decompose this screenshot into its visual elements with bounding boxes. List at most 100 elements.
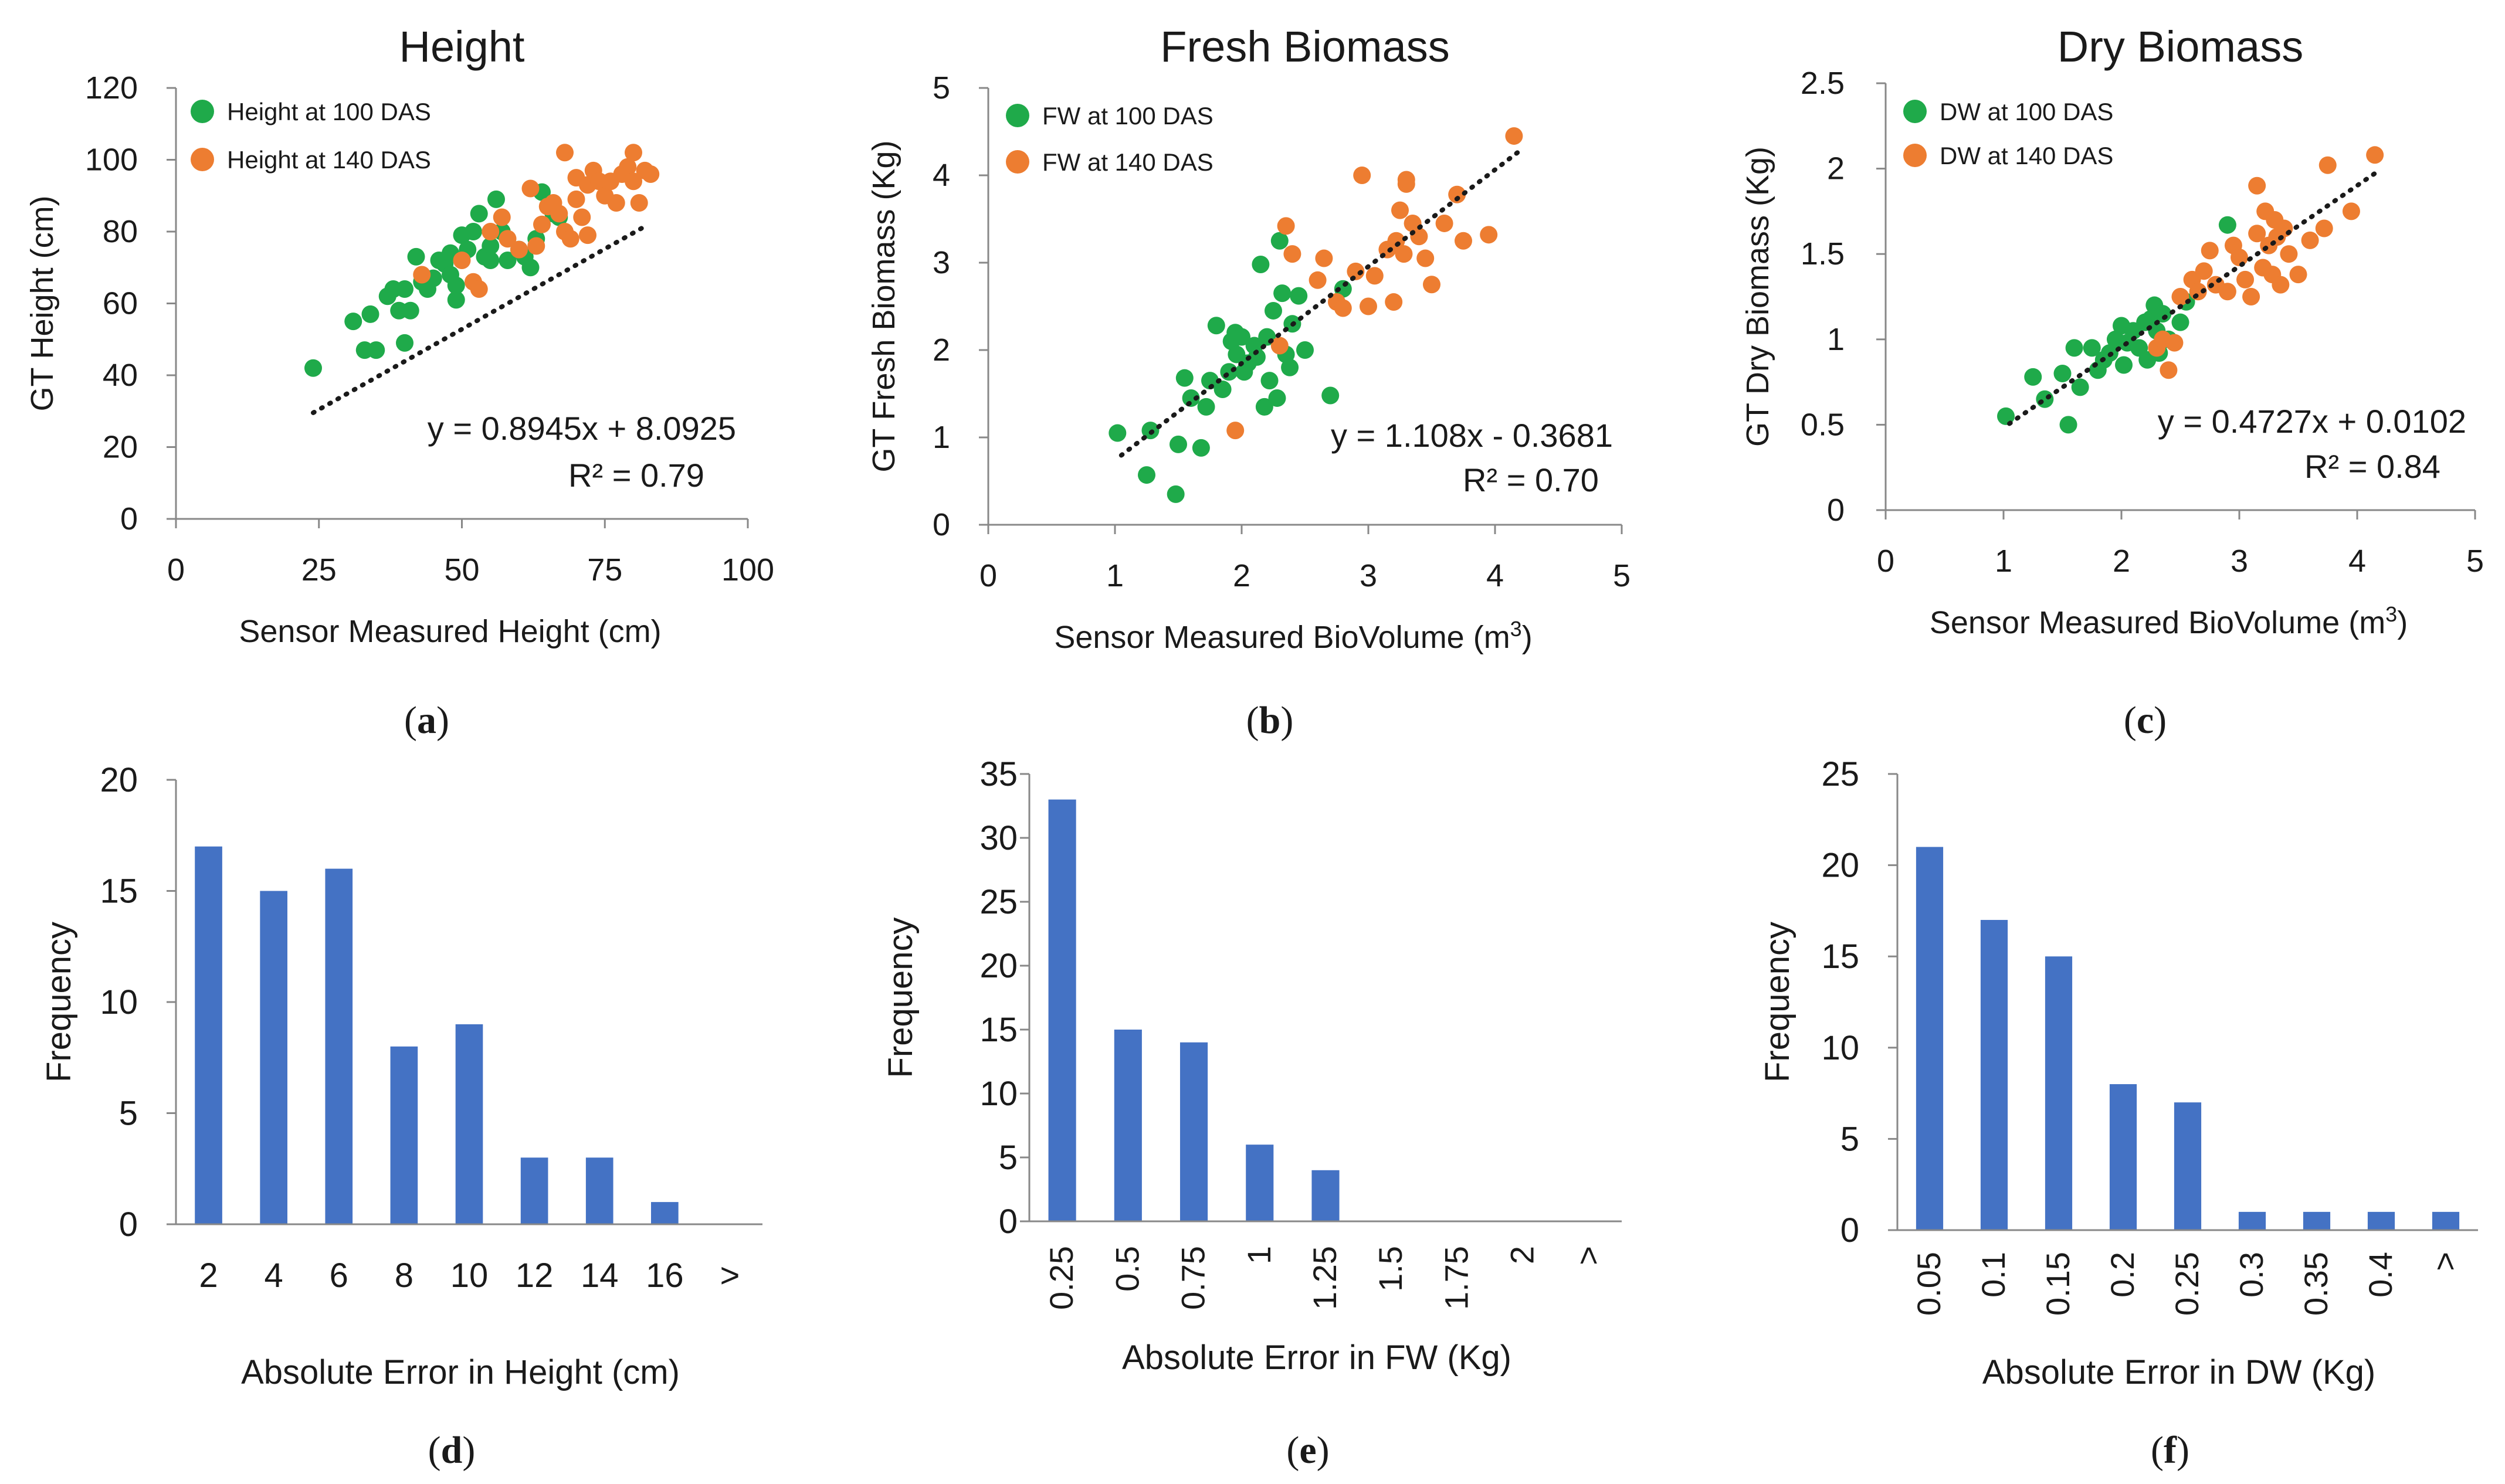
trendline [1118, 148, 1523, 458]
data-point-orange [2301, 231, 2319, 249]
x-tick-label: 14 [581, 1257, 619, 1295]
bar [2303, 1211, 2331, 1230]
data-point-orange [493, 208, 511, 226]
y-tick-label: 0 [119, 1205, 138, 1244]
data-point-green [1255, 398, 1273, 416]
data-point-green [1290, 287, 1308, 305]
bar [1980, 919, 2008, 1230]
data-point-orange [1315, 249, 1333, 267]
data-point-orange [1480, 226, 1498, 244]
x-tick-label: 12 [516, 1257, 554, 1295]
data-point-green [1170, 435, 1187, 453]
data-point-orange [2165, 334, 2184, 352]
trendline [311, 224, 648, 415]
data-point-orange [1270, 337, 1289, 355]
panel-caption: (f) [2151, 1429, 2189, 1472]
data-point-orange [2272, 276, 2290, 294]
data-point-orange [607, 194, 625, 212]
data-point-green [401, 301, 419, 320]
legend-marker-green [1903, 100, 1927, 123]
data-point-green [1207, 317, 1225, 335]
r-squared: R² = 0.70 [1463, 461, 1599, 498]
bar [2238, 1211, 2266, 1230]
x-tick-label: 25 [301, 552, 337, 588]
data-point-green [2053, 365, 2072, 383]
legend-marker-orange [191, 148, 214, 171]
y-axis-label: GT Dry Biomass (Kg) [1740, 147, 1775, 447]
y-tick-label: 1 [933, 420, 950, 455]
y-tick-label: 40 [103, 358, 138, 393]
x-tick-label: > [1570, 1246, 1606, 1265]
data-point-orange [2366, 146, 2384, 164]
data-point-green [1109, 424, 1127, 442]
y-tick-label: 100 [85, 142, 138, 178]
bar [2045, 956, 2073, 1230]
data-point-orange [1277, 217, 1295, 235]
data-point-green [2065, 339, 2083, 357]
y-tick-label: 10 [1821, 1029, 1859, 1067]
x-tick-label: 0.3 [2233, 1252, 2270, 1298]
data-point-green [1281, 358, 1299, 376]
x-tick-label: 2 [2113, 544, 2130, 579]
x-tick-label: 16 [646, 1257, 684, 1295]
y-tick-label: 4 [933, 158, 950, 193]
data-point-orange [453, 252, 471, 269]
x-tick-label: 0.1 [1975, 1252, 2012, 1298]
y-tick-label: 2 [933, 332, 950, 368]
y-tick-label: 2 [1827, 151, 1845, 186]
panel-caption: (a) [404, 699, 449, 742]
data-point-orange [642, 165, 660, 183]
data-point-orange [556, 144, 574, 162]
data-point-orange [1416, 249, 1435, 267]
data-point-green [1167, 485, 1185, 503]
data-point-orange [1397, 171, 1415, 189]
y-axis-label: Frequency [40, 922, 78, 1082]
x-tick-label: 8 [395, 1257, 413, 1295]
x-axis-label: Sensor Measured Height (cm) [239, 614, 661, 649]
bar [2367, 1211, 2395, 1230]
data-point-orange [1391, 201, 1409, 219]
legend-label: FW at 100 DAS [1042, 102, 1213, 130]
y-axis-label: GT Fresh Biomass (Kg) [866, 140, 901, 472]
bar [325, 868, 353, 1224]
data-point-orange [470, 280, 488, 298]
data-point-orange [2248, 225, 2266, 243]
data-point-green [1138, 466, 1155, 484]
y-tick-label: 3 [933, 245, 950, 280]
x-tick-label: 0.35 [2297, 1252, 2334, 1316]
data-point-orange [521, 179, 540, 198]
data-point-orange [1309, 271, 1327, 289]
data-point-orange [567, 190, 585, 208]
data-point-orange [2315, 219, 2333, 237]
data-point-orange [1226, 422, 1245, 440]
bar [1246, 1145, 1274, 1221]
data-point-orange [2318, 156, 2337, 174]
y-tick-label: 1.5 [1801, 236, 1845, 271]
regression-equation: y = 0.4727x + 0.0102 [2158, 403, 2466, 440]
data-point-green [1252, 255, 1270, 273]
legend-marker-orange [1006, 150, 1029, 174]
data-point-green [2154, 305, 2172, 323]
data-point-orange [2236, 270, 2255, 288]
data-point-orange [2280, 245, 2298, 263]
data-point-orange [1435, 214, 1453, 232]
x-tick-label: 10 [450, 1257, 489, 1295]
legend-label: FW at 140 DAS [1042, 148, 1213, 176]
data-point-orange [413, 266, 431, 284]
x-tick-label: 0.15 [2039, 1252, 2076, 1316]
data-point-orange [2201, 242, 2219, 260]
data-point-orange [1353, 167, 1371, 184]
x-tick-label: 0.25 [1043, 1246, 1080, 1310]
scatter-panel-a: Height 0 25 50 75 100 0 20 40 60 80 100 120 Sensor Me… [25, 22, 774, 742]
x-tick-label: 3 [1360, 558, 1377, 593]
data-point-orange [2289, 266, 2307, 284]
legend-label: Height at 100 DAS [227, 98, 431, 125]
y-tick-label: 5 [119, 1095, 138, 1133]
x-tick-label: 3 [2231, 544, 2248, 579]
data-point-green [499, 252, 517, 269]
data-point-green [1192, 439, 1210, 457]
data-point-green [482, 252, 500, 269]
data-point-green [1273, 284, 1292, 303]
